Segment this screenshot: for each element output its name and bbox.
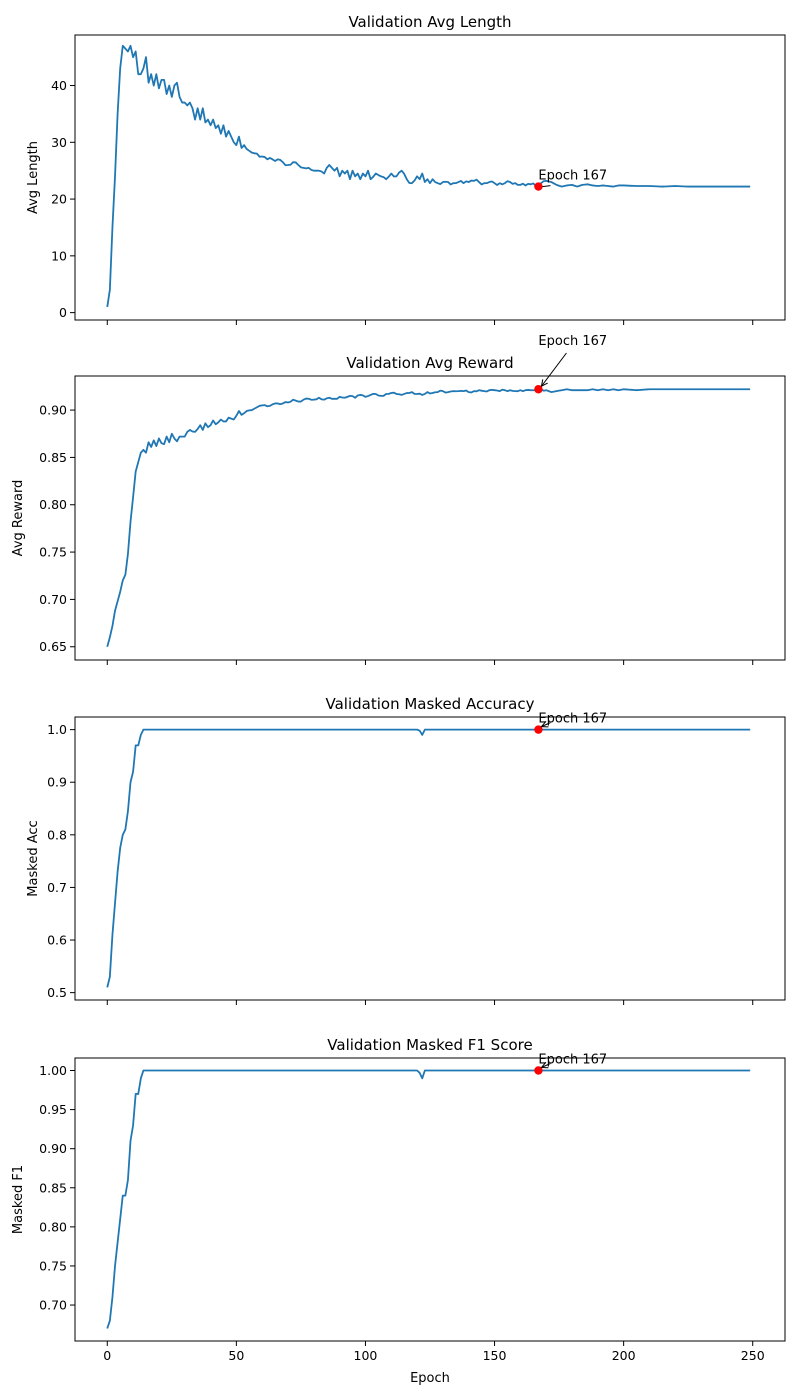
y-tick-label: 0.70	[39, 592, 67, 607]
best-epoch-annotation: Epoch 167	[538, 334, 607, 349]
best-epoch-annotation: Epoch 167	[538, 169, 607, 184]
x-tick-label: 100	[354, 1348, 378, 1363]
annotation-arrow	[541, 1063, 551, 1068]
y-tick-label: 0.70	[39, 1298, 67, 1313]
y-tick-label: 0.85	[39, 450, 67, 465]
plot-frame	[74, 716, 786, 1001]
plot-frame	[74, 1057, 786, 1342]
y-tick-label: 0.85	[39, 1180, 67, 1195]
plot-frame	[74, 34, 786, 321]
y-axis-label: Masked F1	[11, 1165, 26, 1234]
chart-panel-4: Validation Masked F1 Score 0.70 0.75 0.80 0.…	[11, 1036, 786, 1386]
y-axis-label: Avg Reward	[11, 480, 26, 557]
chart-title: Validation Masked F1 Score	[327, 1036, 532, 1054]
best-epoch-marker	[534, 385, 543, 394]
best-epoch-marker	[534, 725, 543, 734]
annotation-arrow	[541, 722, 551, 728]
best-epoch-annotation: Epoch 167	[538, 1053, 607, 1068]
y-axis-label: Avg Length	[26, 141, 41, 214]
annotation-arrowhead	[540, 379, 548, 388]
y-tick-label: 20	[51, 192, 67, 207]
y-tick-label: 1.0	[47, 722, 67, 737]
x-tick-label: 0	[103, 1348, 111, 1363]
x-tick-label: 50	[228, 1348, 244, 1363]
x-tick-label: 200	[612, 1348, 636, 1363]
annotation-arrow	[541, 352, 567, 387]
y-tick-label: 0	[59, 305, 67, 320]
y-tick-label: 0.75	[39, 545, 67, 560]
y-axis-label: Masked Acc	[26, 820, 41, 896]
chart-title: Validation Masked Accuracy	[326, 695, 535, 713]
annotation-arrowhead	[540, 720, 549, 728]
best-epoch-marker	[534, 182, 543, 191]
annotation-arrow	[542, 185, 551, 188]
y-tick-label: 10	[51, 248, 67, 263]
chart-panel-1: Validation Avg Length 0 10 20 30 40 Avg Length…	[26, 13, 786, 325]
y-tick-label: 0.90	[39, 1141, 67, 1156]
chart-panel-2: Validation Avg Reward 0.65 0.70 0.75 0.80 0.8…	[11, 334, 786, 665]
series-line	[106, 1069, 751, 1329]
y-tick-label: 0.80	[39, 1219, 67, 1234]
chart-title: Validation Avg Reward	[346, 354, 513, 372]
y-tick-label: 30	[51, 135, 67, 150]
annotation-arrowhead	[540, 1061, 549, 1069]
y-tick-label: 0.9	[47, 775, 67, 790]
y-tick-label: 0.75	[39, 1258, 67, 1273]
y-tick-label: 0.90	[39, 403, 67, 418]
y-tick-label: 0.6	[47, 933, 67, 948]
plot-frame	[74, 375, 786, 661]
y-tick-label: 1.00	[39, 1063, 67, 1078]
best-epoch-annotation: Epoch 167	[538, 712, 607, 727]
best-epoch-marker	[534, 1066, 543, 1075]
y-tick-label: 0.95	[39, 1102, 67, 1117]
y-tick-label: 0.5	[47, 985, 67, 1000]
x-tick-label: 150	[483, 1348, 507, 1363]
chart-panel-3: Validation Masked Accuracy 0.5 0.6 0.7 0.8 0.…	[26, 695, 786, 1005]
y-tick-label: 40	[51, 78, 67, 93]
y-tick-label: 0.80	[39, 497, 67, 512]
y-tick-label: 0.8	[47, 827, 67, 842]
chart-title: Validation Avg Length	[348, 13, 511, 31]
series-line	[106, 388, 751, 647]
series-line	[106, 44, 751, 308]
y-tick-label: 0.65	[39, 639, 67, 654]
series-line	[106, 728, 751, 988]
y-tick-label: 0.7	[47, 880, 67, 895]
x-axis-label: Epoch	[410, 1371, 450, 1386]
x-tick-label: 250	[741, 1348, 765, 1363]
